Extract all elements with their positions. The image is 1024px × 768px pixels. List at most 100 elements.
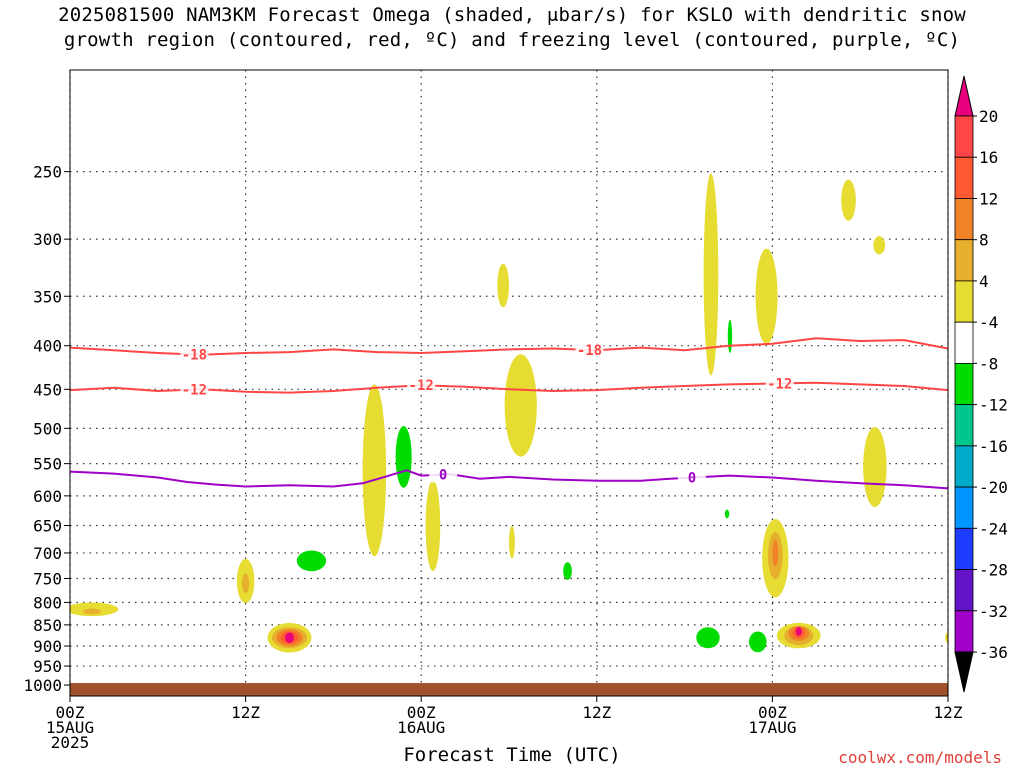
- chart-subtitle: growth region (contoured, red, ºC) and f…: [63, 29, 961, 51]
- omega-shade-region: [755, 248, 778, 344]
- colorbar-label: -16: [979, 437, 1008, 456]
- x-tick-label: 12Z: [582, 703, 611, 722]
- chart-title: 2025081500 NAM3KM Forecast Omega (shaded…: [58, 4, 966, 26]
- x-tick-label: 15AUG: [46, 718, 94, 737]
- contour-label: 0: [688, 471, 696, 487]
- omega-shade-region: [772, 539, 779, 567]
- colorbar-swatch: [954, 239, 974, 282]
- omega-shade-region: [395, 425, 412, 488]
- contour-line: [70, 337, 948, 356]
- colorbar-swatch: [954, 527, 974, 570]
- y-tick-label: 900: [33, 637, 62, 656]
- colorbar-swatch: [954, 404, 974, 447]
- contour-label: 0: [439, 468, 447, 484]
- colorbar-swatch: [954, 115, 974, 158]
- colorbar-swatch: [954, 280, 974, 323]
- contour-label-bg: [575, 341, 604, 358]
- colorbar-swatch: [954, 486, 974, 529]
- colorbar-label: -4: [979, 313, 998, 332]
- colorbar-top-arrow: [954, 75, 974, 117]
- x-tick-label: 00Z: [56, 703, 85, 722]
- colorbar-swatch: [954, 362, 974, 406]
- colorbar-label: 12: [979, 189, 998, 208]
- omega-shade-region: [696, 627, 720, 649]
- y-tick-label: 700: [33, 544, 62, 563]
- y-tick-label: 800: [33, 593, 62, 612]
- x-tick-label: 00Z: [407, 703, 436, 722]
- colorbar-swatch: [954, 610, 974, 653]
- x-tick-label: 00Z: [758, 703, 787, 722]
- colorbar-label: 16: [979, 148, 998, 167]
- contour-label-bg: [180, 381, 209, 398]
- omega-shade-region: [504, 354, 537, 457]
- colorbar-label: 4: [979, 272, 989, 291]
- y-tick-label: 750: [33, 570, 62, 589]
- y-tick-label: 250: [33, 163, 62, 182]
- y-tick-label: 850: [33, 616, 62, 635]
- x-axis-label: Forecast Time (UTC): [403, 744, 621, 766]
- omega-shade-region: [748, 631, 767, 653]
- contour-label-bg: [677, 469, 706, 486]
- omega-shade-region: [563, 562, 572, 580]
- omega-shade-region: [841, 179, 856, 221]
- colorbar-label: -24: [979, 519, 1008, 538]
- colorbar-bottom-arrow: [954, 651, 974, 693]
- y-tick-label: 600: [33, 487, 62, 506]
- omega-shade-region: [724, 509, 730, 519]
- colorbar-swatch: [954, 569, 974, 612]
- omega-shade-region: [425, 479, 441, 572]
- contour-label-bg: [429, 466, 458, 483]
- colorbar-label: 20: [979, 107, 998, 126]
- contour-label: -18: [577, 343, 602, 359]
- colorbar-label: -12: [979, 396, 1008, 415]
- colorbar-label: -36: [979, 643, 1008, 662]
- contour-label-bg: [180, 346, 209, 363]
- colorbar-swatch: [954, 198, 974, 241]
- colorbar-swatch: [954, 445, 974, 488]
- y-tick-label: 1000: [23, 676, 62, 695]
- y-tick-label: 500: [33, 419, 62, 438]
- omega-shade-region: [795, 627, 802, 636]
- omega-shade-region: [285, 632, 294, 643]
- contour-label: -12: [767, 376, 792, 392]
- omega-shade-region: [509, 525, 515, 559]
- omega-shade-region: [241, 573, 250, 594]
- omega-shade-region: [362, 384, 387, 557]
- contour-label: -12: [182, 383, 207, 399]
- omega-shade-region: [703, 173, 719, 376]
- omega-shade-region: [296, 550, 327, 572]
- contour-label-bg: [407, 377, 436, 394]
- omega-shade-region: [83, 608, 101, 615]
- contour-line: [70, 381, 948, 394]
- y-tick-label: 300: [33, 230, 62, 249]
- colorbar-label: -20: [979, 478, 1008, 497]
- y-tick-label: 400: [33, 337, 62, 356]
- y-tick-label: 550: [33, 455, 62, 474]
- x-tick-label: 16AUG: [397, 718, 445, 737]
- omega-shade-region: [497, 263, 509, 308]
- omega-shade-region: [863, 426, 887, 508]
- surface-terrain: [70, 683, 948, 696]
- y-tick-label: 650: [33, 517, 62, 536]
- omega-shade-region: [727, 319, 733, 353]
- contour-label: -12: [409, 378, 434, 394]
- plot-frame: [69, 69, 949, 697]
- colorbar-label: -28: [979, 561, 1008, 580]
- y-tick-label: 350: [33, 287, 62, 306]
- colorbar-label: -32: [979, 602, 1008, 621]
- colorbar-label: 8: [979, 231, 989, 250]
- colorbar-swatch: [954, 321, 974, 364]
- contour-label: -18: [182, 348, 207, 364]
- x-tick-label: 17AUG: [748, 718, 796, 737]
- x-tick-label: 12Z: [934, 703, 963, 722]
- y-tick-label: 950: [33, 657, 62, 676]
- contour-line: [70, 469, 948, 490]
- credit-text: coolwx.com/models: [838, 748, 1002, 767]
- contour-label-bg: [765, 375, 794, 392]
- colorbar-label: -8: [979, 354, 998, 373]
- omega-shade-region: [945, 632, 948, 643]
- x-tick-label: 12Z: [231, 703, 260, 722]
- omega-shade-region: [873, 236, 886, 255]
- colorbar-swatch: [954, 156, 974, 199]
